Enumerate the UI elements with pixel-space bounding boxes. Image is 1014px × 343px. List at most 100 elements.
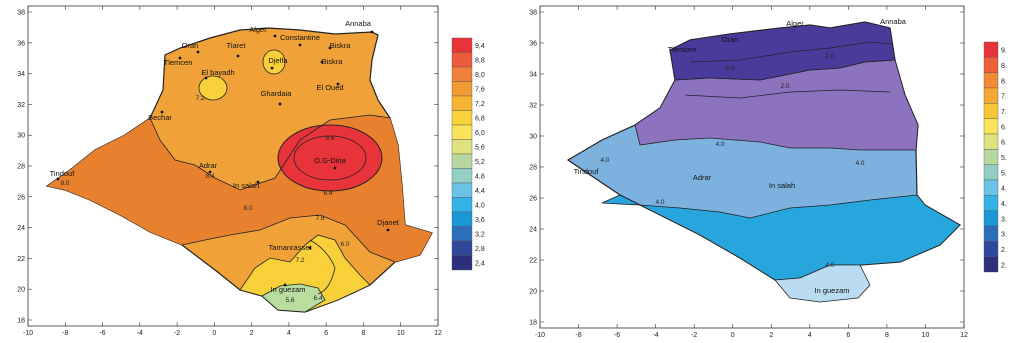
legend-swatch	[983, 225, 999, 242]
city-dot	[178, 56, 182, 60]
legend-label: 2,4	[475, 261, 485, 268]
legend-swatch	[451, 211, 473, 227]
legend-swatch	[983, 256, 999, 273]
legend-label: 4.	[1001, 186, 1007, 193]
legend-label: 6,0	[475, 130, 485, 137]
city-dot	[320, 60, 324, 64]
legend-swatch	[451, 182, 473, 198]
x-tick-label: 0	[212, 330, 216, 337]
legend-label: 7.	[1001, 94, 1007, 101]
y-tick-label: 36	[17, 40, 25, 47]
legend-swatch	[451, 226, 473, 242]
x-tick-label: -6	[99, 330, 105, 337]
legend-swatch	[451, 139, 473, 155]
x-tick-label: 10	[922, 332, 930, 338]
legend-swatch	[451, 153, 473, 169]
x-tick-label: -6	[614, 332, 620, 338]
x-tick-label: 12	[434, 330, 442, 337]
city-label: El bayadh	[201, 68, 234, 77]
city-dot	[328, 46, 332, 50]
legend-label: 8.	[1001, 63, 1007, 70]
left-algeria-map	[45, 27, 433, 313]
contour-label: 4.0	[655, 199, 664, 206]
left-city-labels: Alger Annaba Oran Tiaret Constantine Biskra Tl…	[50, 19, 400, 294]
y-tick-label: 22	[17, 256, 25, 263]
city-dot	[370, 30, 374, 34]
legend-swatch	[983, 241, 999, 257]
city-label: Alger	[786, 19, 804, 28]
legend-swatch	[983, 41, 999, 58]
right-axis-ticks: -10 -8 -6 -4 -2 0 2 4 6 8 10 1238363432302826242220…	[529, 6, 968, 339]
x-tick-label: 2	[250, 330, 254, 337]
legend-swatch	[451, 240, 473, 256]
contour-label: 7.2	[295, 257, 304, 264]
right-map-svg: -10 -8 -6 -4 -2 0 2 4 6 8 10 1238363432302826242220…	[529, 5, 1007, 339]
contour-label: 4.0	[825, 262, 834, 269]
y-tick-label: 34	[529, 72, 537, 79]
city-label: In guezam	[270, 285, 305, 294]
x-tick-label: -8	[62, 330, 68, 337]
y-tick-label: 18	[529, 320, 537, 327]
contour-label: 2.0	[825, 53, 834, 60]
city-label: Tlemcen	[164, 58, 193, 67]
legend-swatch	[983, 118, 999, 135]
city-label: Constantine	[280, 33, 320, 42]
right-city-labels: Alger Annaba Oran Tlemcen Tindouf Adrar In sal…	[574, 17, 907, 295]
contour-label: 4.0	[600, 157, 609, 164]
right-legend: 9. 8. 8. 7. 7. 6. 6. 5. 5. 4. 4. 3. 3. 2. 2.	[983, 41, 1007, 273]
y-tick-label: 32	[17, 102, 25, 109]
legend-label: 3.	[1001, 216, 1007, 223]
city-dot	[160, 110, 164, 114]
x-tick-label: 12	[960, 332, 968, 338]
city-dot	[298, 43, 302, 47]
y-tick-label: 38	[529, 10, 537, 17]
legend-label: 9,4	[475, 43, 485, 50]
city-label: Adrar	[199, 161, 218, 170]
city-label: O.G-Dina	[314, 156, 347, 165]
city-label: Adrar	[693, 173, 712, 182]
legend-swatch	[451, 255, 473, 271]
city-dot	[273, 34, 277, 38]
x-tick-label: 10	[397, 330, 405, 337]
legend-swatch	[983, 179, 999, 196]
legend-label: 4,8	[475, 174, 485, 181]
city-label: Tiaret	[227, 41, 247, 50]
y-tick-label: 26	[529, 196, 537, 203]
legend-swatch	[451, 110, 473, 126]
contour-label: 6.0	[340, 241, 349, 248]
legend-swatch	[983, 210, 999, 227]
legend-swatch	[983, 149, 999, 165]
city-dot	[196, 50, 200, 54]
city-label: Annaba	[345, 19, 372, 28]
legend-label: 3.	[1001, 232, 1007, 239]
y-tick-label: 22	[529, 258, 537, 265]
city-label: In salah	[233, 181, 259, 190]
legend-swatch	[983, 195, 999, 211]
legend-label: 6.	[1001, 124, 1007, 131]
x-tick-label: 0	[731, 332, 735, 338]
contour-label: 5.6	[285, 297, 294, 304]
x-tick-label: -10	[535, 332, 545, 338]
y-tick-label: 38	[17, 10, 25, 17]
city-label: Biskra	[322, 57, 344, 66]
x-tick-label: -4	[653, 332, 659, 338]
x-tick-label: 4	[287, 330, 291, 337]
legend-label: 7,6	[475, 87, 485, 94]
legend-label: 5,2	[475, 159, 485, 166]
city-dot	[208, 170, 212, 174]
x-tick-label: 8	[885, 332, 889, 338]
city-dot	[256, 180, 260, 184]
contour-label: 6.4	[313, 295, 322, 302]
contour-label: 4.0	[855, 160, 864, 167]
contour-label: 8.6	[325, 135, 334, 142]
legend-label: 4.	[1001, 201, 1007, 208]
contour-label: 4.0	[715, 141, 724, 148]
contour-label: 8.4	[205, 173, 214, 180]
legend-label: 4,0	[475, 203, 485, 210]
city-label: Alger	[249, 25, 267, 34]
legend-swatch	[983, 164, 999, 181]
y-tick-label: 36	[529, 41, 537, 48]
legend-swatch	[451, 81, 473, 97]
left-contour-labels: 8.0 7.2 8.4 8.6 8.0 6.4 7.6 6.0 7.2 5.6 6.4	[60, 95, 349, 304]
legend-swatch	[451, 168, 473, 184]
